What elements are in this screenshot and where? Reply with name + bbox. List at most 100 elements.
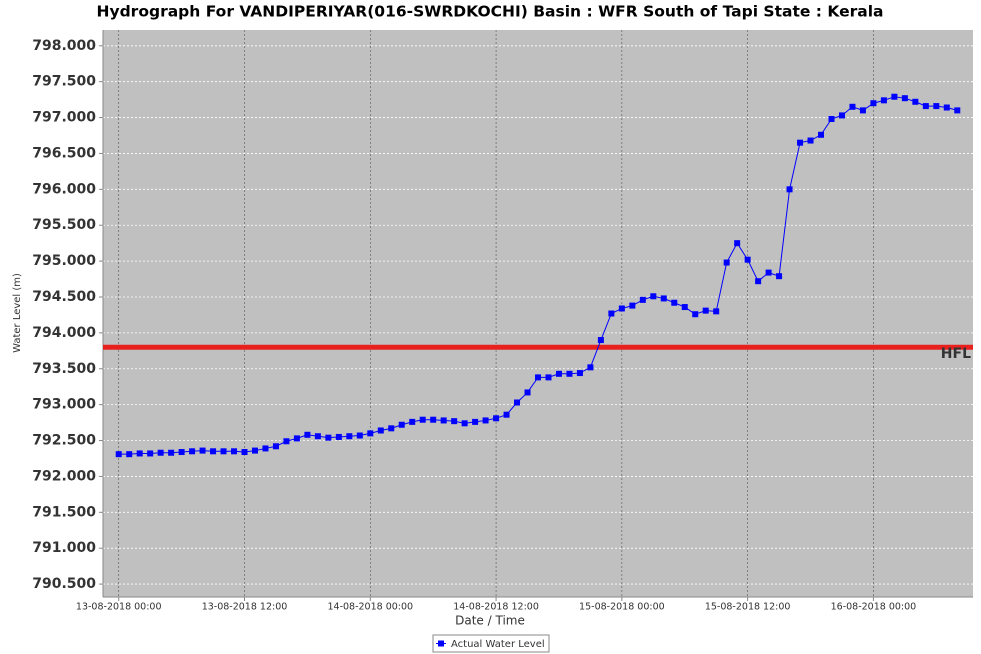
data-point <box>272 443 279 450</box>
data-point <box>168 449 175 456</box>
data-point <box>859 107 866 114</box>
data-point <box>922 103 929 110</box>
data-point <box>241 449 248 456</box>
data-point <box>723 259 730 266</box>
data-point <box>786 186 793 193</box>
y-tick-label: 795.500 <box>32 217 96 233</box>
x-tick-label: 14-08-2018 12:00 <box>453 602 539 613</box>
data-point <box>262 445 269 452</box>
y-axis-label: Water Level (m) <box>12 273 23 353</box>
y-tick-label: 796.500 <box>32 145 96 161</box>
data-point <box>555 370 562 377</box>
data-point <box>671 299 678 306</box>
data-point <box>409 418 416 425</box>
data-point <box>461 420 468 427</box>
x-tick-label: 14-08-2018 00:00 <box>327 602 413 613</box>
data-point <box>765 269 772 276</box>
data-point <box>535 374 541 381</box>
legend-box <box>432 634 550 653</box>
y-tick-label: 797.500 <box>32 74 96 90</box>
x-tick-label: 16-08-2018 00:00 <box>831 602 917 613</box>
data-point <box>818 131 825 138</box>
chart-title: Hydrograph For VANDIPERIYAR(016-SWRDKOCH… <box>97 3 884 21</box>
data-point <box>702 307 709 314</box>
data-point <box>440 417 447 424</box>
data-point <box>639 296 646 303</box>
data-point <box>797 139 804 146</box>
y-tick-label: 796.000 <box>32 181 96 197</box>
data-point <box>734 240 741 247</box>
data-point <box>147 450 154 457</box>
x-tick-label: 13-08-2018 00:00 <box>76 602 162 613</box>
data-point <box>776 273 783 280</box>
data-point <box>660 295 667 302</box>
x-tick-label: 15-08-2018 12:00 <box>705 602 791 613</box>
data-point <box>419 416 426 423</box>
data-point <box>545 374 552 381</box>
data-point <box>314 433 321 440</box>
data-point <box>335 433 342 440</box>
y-tick-label: 792.500 <box>32 433 96 449</box>
y-tick-label: 791.500 <box>32 504 96 520</box>
data-point <box>346 433 353 440</box>
data-point <box>356 432 363 439</box>
data-point <box>398 421 405 428</box>
data-point <box>650 293 657 300</box>
data-point <box>115 451 122 458</box>
y-tick-label: 790.500 <box>32 576 96 592</box>
data-point <box>430 416 437 423</box>
x-tick-label: 13-08-2018 12:00 <box>202 602 288 613</box>
y-tick-label: 793.000 <box>32 397 96 413</box>
data-point <box>807 137 814 144</box>
data-point <box>199 447 206 454</box>
data-point <box>136 450 143 457</box>
legend: Actual Water Level <box>432 634 550 653</box>
x-axis-label: Date / Time <box>455 614 525 628</box>
data-point <box>493 415 500 422</box>
data-point <box>912 98 919 105</box>
legend-label: Actual Water Level <box>451 639 545 650</box>
data-point <box>891 93 898 100</box>
data-point <box>514 399 521 406</box>
data-point <box>251 447 258 454</box>
data-point <box>755 278 762 285</box>
reference-label: HFL <box>941 346 971 362</box>
data-point <box>231 448 238 455</box>
data-point <box>220 448 227 455</box>
data-point <box>933 103 940 110</box>
data-point <box>692 311 699 318</box>
data-point <box>482 417 489 424</box>
y-tick-label: 791.000 <box>32 540 96 556</box>
data-point <box>377 427 384 434</box>
data-point <box>943 104 950 111</box>
data-point <box>304 431 311 438</box>
data-point <box>608 310 615 317</box>
data-point <box>367 430 374 437</box>
data-point <box>954 107 961 114</box>
data-point <box>472 418 479 425</box>
data-point <box>388 425 395 432</box>
data-point <box>283 438 290 445</box>
data-point <box>713 308 720 315</box>
data-point <box>189 448 196 455</box>
data-point <box>210 448 217 455</box>
data-point <box>566 370 573 377</box>
data-point <box>838 112 845 119</box>
y-tick-label: 795.000 <box>32 253 96 269</box>
y-tick-label: 794.000 <box>32 325 96 341</box>
data-point <box>849 103 856 110</box>
data-point <box>870 100 877 107</box>
data-point <box>880 97 887 104</box>
y-tick-label: 792.000 <box>32 468 96 484</box>
data-point <box>126 451 133 458</box>
data-point <box>524 389 531 396</box>
y-tick-label: 794.500 <box>32 289 96 305</box>
data-point <box>451 418 458 425</box>
data-point <box>681 304 688 311</box>
y-tick-label: 793.500 <box>32 361 96 377</box>
data-point <box>618 305 625 312</box>
data-point <box>629 302 636 309</box>
data-point <box>325 434 332 441</box>
y-tick-label: 798.000 <box>32 38 96 54</box>
